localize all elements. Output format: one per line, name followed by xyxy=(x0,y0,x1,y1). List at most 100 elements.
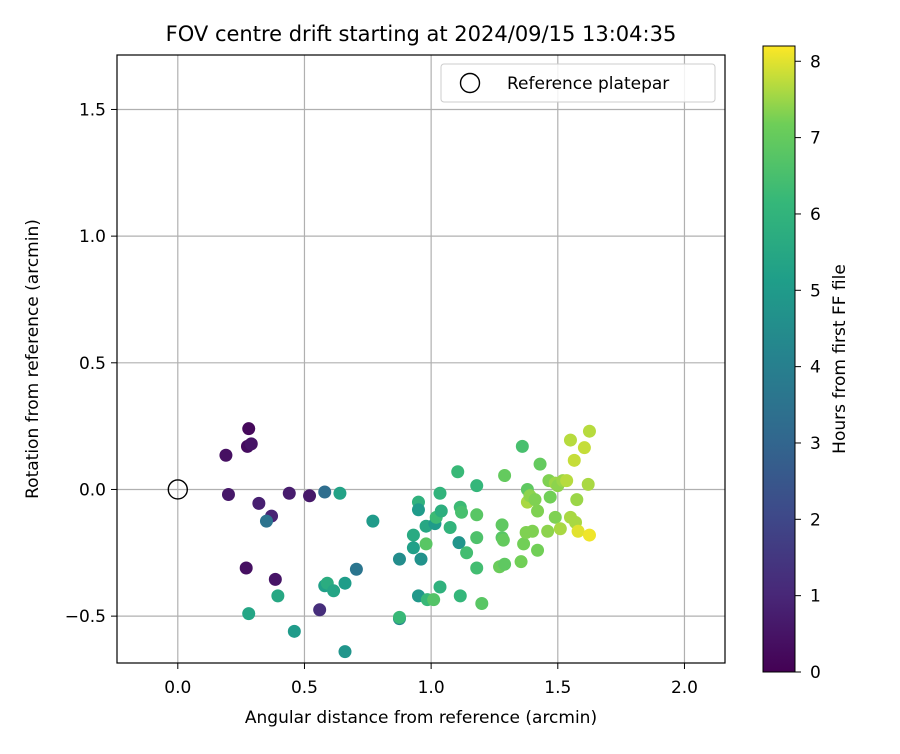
data-point xyxy=(570,493,584,507)
data-point xyxy=(433,580,447,594)
data-point xyxy=(259,514,273,528)
data-point xyxy=(453,589,467,603)
data-point xyxy=(338,645,352,659)
data-point xyxy=(242,422,256,436)
data-point xyxy=(433,486,447,500)
data-point xyxy=(470,479,484,493)
data-point xyxy=(219,448,233,462)
data-point xyxy=(560,474,574,488)
x-tick-label: 2.0 xyxy=(671,678,698,698)
data-point xyxy=(495,518,509,532)
data-point xyxy=(406,541,420,555)
colorbar-tick-label: 6 xyxy=(810,205,821,225)
data-point xyxy=(567,453,581,467)
colorbar-tick-label: 2 xyxy=(810,510,821,530)
colorbar-tick-label: 7 xyxy=(810,129,821,149)
data-point xyxy=(498,557,512,571)
legend-label: Reference platepar xyxy=(507,74,669,94)
y-tick-label: −0.5 xyxy=(65,607,106,627)
data-point xyxy=(451,465,465,479)
data-point xyxy=(577,441,591,455)
data-point xyxy=(252,496,266,510)
data-point xyxy=(282,486,296,500)
legend-marker-icon xyxy=(459,72,481,94)
x-tick-label: 0.5 xyxy=(291,678,318,698)
data-point xyxy=(553,522,567,536)
data-point xyxy=(392,552,406,566)
data-point xyxy=(581,477,595,491)
data-point xyxy=(366,514,380,528)
data-point xyxy=(271,589,285,603)
data-point xyxy=(582,528,596,542)
reference-marker xyxy=(167,479,189,500)
data-point xyxy=(338,576,352,590)
data-point xyxy=(221,488,235,502)
data-point xyxy=(455,505,469,519)
data-point xyxy=(427,593,441,607)
data-point xyxy=(571,524,585,538)
data-point xyxy=(475,596,489,610)
data-point xyxy=(287,624,301,638)
data-point xyxy=(313,603,327,617)
colorbar-tick-label: 5 xyxy=(810,281,821,301)
data-point xyxy=(460,546,474,560)
chart-title: FOV centre drift starting at 2024/09/15 … xyxy=(166,22,677,46)
y-tick-label: 0.0 xyxy=(79,480,106,500)
data-point xyxy=(318,485,332,499)
x-axis-label: Angular distance from reference (arcmin) xyxy=(245,708,597,728)
data-point xyxy=(406,528,420,542)
data-point xyxy=(470,508,484,522)
data-point xyxy=(470,561,484,575)
colorbar-tick-label: 1 xyxy=(810,587,821,607)
data-point xyxy=(514,555,528,569)
data-point xyxy=(239,561,253,575)
y-tick-label: 1.0 xyxy=(79,227,106,247)
data-points xyxy=(219,422,596,659)
y-tick-label: 0.5 xyxy=(79,354,106,374)
colorbar-tick-label: 3 xyxy=(810,434,821,454)
colorbar-tick-label: 8 xyxy=(810,52,821,72)
plot-frame xyxy=(116,54,726,664)
data-point xyxy=(327,584,341,598)
data-point xyxy=(543,490,557,504)
colorbar-tick-label: 0 xyxy=(810,663,821,683)
data-point xyxy=(496,533,510,547)
colorbar: 0 1 2 3 4 5 6 7 8 Hours from first FF file xyxy=(762,45,850,683)
legend-box xyxy=(440,63,716,103)
x-axis-ticks: 0.0 0.5 1.0 1.5 2.0 xyxy=(164,663,698,698)
colorbar-tick-label: 4 xyxy=(810,358,821,378)
data-point xyxy=(498,469,512,483)
data-point xyxy=(419,537,433,551)
data-point xyxy=(414,552,428,566)
data-point xyxy=(528,493,542,507)
x-tick-label: 0.0 xyxy=(164,678,191,698)
data-point xyxy=(541,524,555,538)
y-tick-label: 1.5 xyxy=(79,100,106,120)
data-point xyxy=(515,439,529,453)
colorbar-label: Hours from first FF file xyxy=(830,264,850,454)
data-point xyxy=(582,424,596,438)
data-point xyxy=(333,486,347,500)
data-point xyxy=(470,531,484,545)
legend: Reference platepar xyxy=(440,63,716,103)
data-point xyxy=(392,610,406,624)
x-tick-label: 1.5 xyxy=(544,678,571,698)
data-point xyxy=(349,562,363,576)
colorbar-gradient xyxy=(762,45,796,673)
data-point xyxy=(531,543,545,557)
data-point xyxy=(531,504,545,518)
data-point xyxy=(434,504,448,518)
data-point xyxy=(268,572,282,586)
reference-layer xyxy=(167,479,189,500)
x-tick-label: 1.0 xyxy=(418,678,445,698)
data-point xyxy=(533,457,547,471)
data-point xyxy=(517,537,531,551)
data-point xyxy=(244,437,258,451)
data-point xyxy=(443,520,457,534)
data-point xyxy=(525,524,539,538)
grid xyxy=(117,55,725,663)
data-point xyxy=(303,489,317,503)
y-axis-ticks: −0.5 0.0 0.5 1.0 1.5 xyxy=(65,100,117,627)
